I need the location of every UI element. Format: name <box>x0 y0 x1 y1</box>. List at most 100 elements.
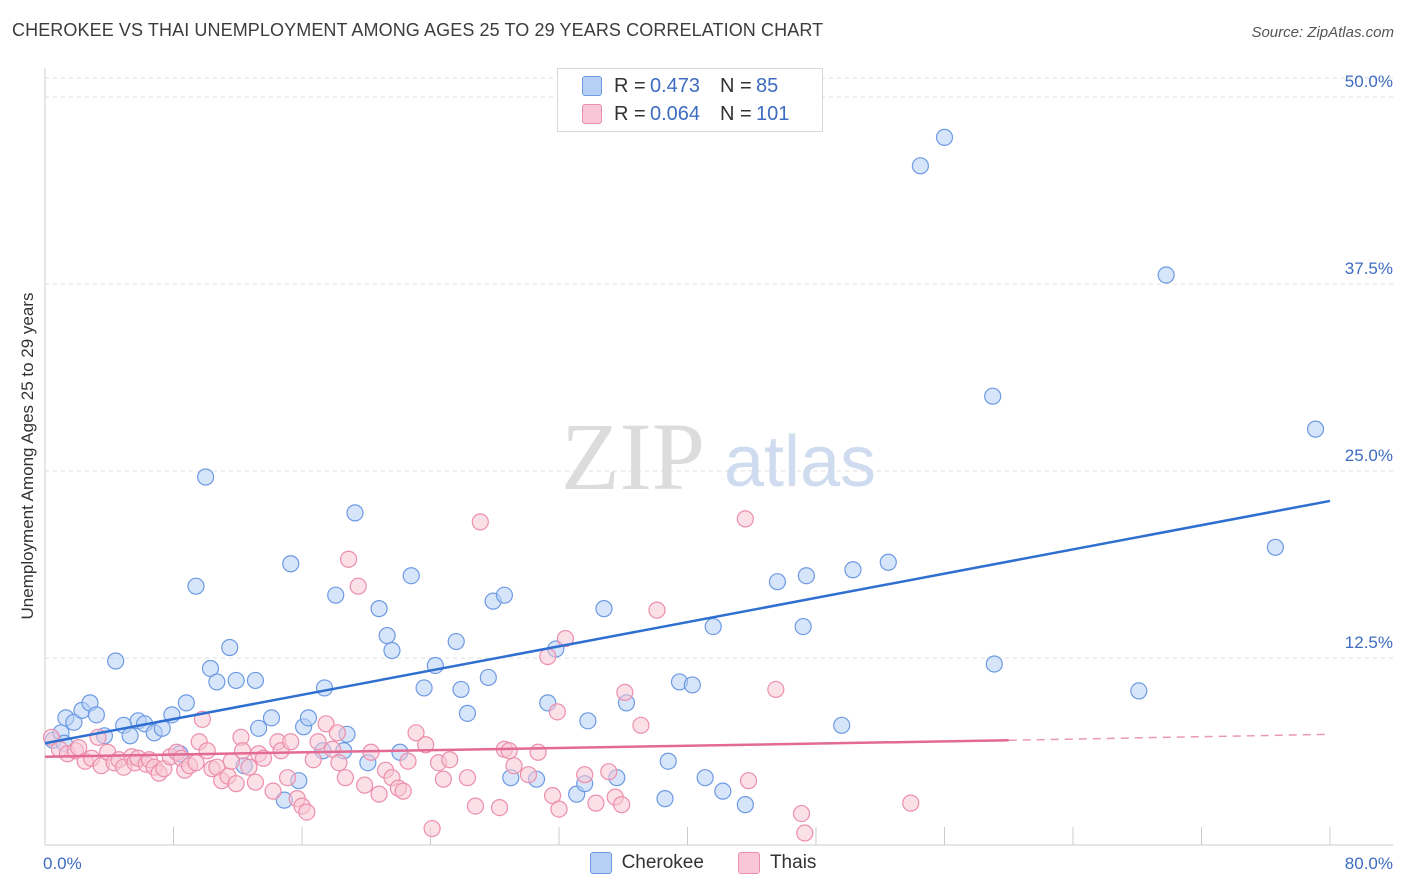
y-tick-label: 25.0% <box>1345 446 1393 465</box>
point-cherokee <box>911 157 930 175</box>
point-cherokee <box>984 387 1002 405</box>
point-cherokee <box>250 719 268 737</box>
y-tick-label: 37.5% <box>1345 259 1393 278</box>
point-cherokee <box>794 617 812 636</box>
legend-r-value: 0.064 <box>650 102 701 125</box>
point-cherokee <box>659 752 677 770</box>
series-label-thais: Thais <box>769 852 817 873</box>
point-thais <box>550 800 568 818</box>
point-thais <box>471 513 489 531</box>
point-thais <box>434 770 452 788</box>
point-thais <box>309 733 327 751</box>
point-cherokee <box>315 679 334 697</box>
point-thais <box>246 773 265 791</box>
point-cherokee <box>415 679 433 697</box>
point-thais <box>233 742 252 760</box>
point-thais <box>796 824 814 842</box>
point-thais <box>240 758 258 776</box>
point-cherokee <box>879 553 897 571</box>
point-thais <box>304 751 322 769</box>
point-cherokee <box>495 586 513 604</box>
point-cherokee <box>458 704 477 722</box>
legend-r-value: 0.473 <box>650 74 701 97</box>
point-thais <box>539 647 557 666</box>
trend-layer <box>44 499 1331 758</box>
y-tick-label: 12.5% <box>1345 633 1393 652</box>
point-cherokee <box>107 652 125 670</box>
point-thais <box>736 510 754 528</box>
point-cherokee <box>246 671 265 690</box>
point-thais <box>317 715 335 733</box>
point-thais <box>529 743 547 761</box>
point-cherokee <box>714 782 732 800</box>
legend-swatch-cherokee <box>582 76 602 96</box>
legend-r-label: R = <box>614 74 646 97</box>
point-cherokee <box>327 586 345 604</box>
series-legend-cherokee[interactable]: Cherokee <box>589 852 704 874</box>
point-cherokee <box>452 680 470 699</box>
point-thais <box>490 798 509 817</box>
point-cherokee <box>370 600 388 618</box>
point-cherokee <box>704 617 722 636</box>
point-cherokee <box>1157 266 1175 284</box>
point-thais <box>394 782 412 800</box>
point-cherokee <box>736 796 754 814</box>
point-cherokee <box>197 468 215 486</box>
series-legend-thais[interactable]: Thais <box>737 852 817 874</box>
point-thais <box>336 769 354 787</box>
point-cherokee <box>844 561 862 579</box>
point-thais <box>278 769 297 787</box>
grid-layer <box>45 77 1393 659</box>
point-thais <box>423 819 441 838</box>
legend-row-cherokee: R = 0.473 N = 85 <box>582 73 778 99</box>
point-cherokee <box>595 600 613 618</box>
point-thais <box>441 751 459 769</box>
series-swatch-cherokee <box>589 852 612 874</box>
point-cherokee <box>402 567 420 585</box>
point-thais <box>548 703 566 721</box>
x-tick-label-max: 80.0% <box>1345 854 1393 873</box>
point-thais <box>198 742 216 760</box>
legend-row-thais: R = 0.064 N = 101 <box>582 101 789 127</box>
point-thais <box>330 754 348 772</box>
point-cherokee <box>1130 682 1148 700</box>
point-thais <box>298 803 316 821</box>
y-tick-label: 50.0% <box>1345 72 1393 91</box>
legend-r-label: R = <box>614 102 646 125</box>
trend-line-thais <box>44 739 1009 758</box>
correlation-legend: R = 0.473 N = 85 R = 0.064 N = 101 <box>557 68 823 132</box>
point-thais <box>466 797 485 815</box>
point-cherokee <box>346 504 364 522</box>
point-thais <box>505 757 523 775</box>
point-thais <box>739 772 758 790</box>
point-cherokee <box>768 573 787 591</box>
point-cherokee <box>383 641 401 660</box>
point-thais <box>648 601 666 619</box>
point-thais <box>328 724 346 742</box>
point-thais <box>500 742 518 760</box>
point-thais <box>399 752 417 770</box>
chart-title: CHEROKEE VS THAI UNEMPLOYMENT AMONG AGES… <box>12 20 824 40</box>
point-thais <box>767 680 785 699</box>
point-cherokee <box>1266 538 1284 556</box>
point-cherokee <box>579 712 597 730</box>
point-cherokee <box>985 655 1003 673</box>
point-cherokee <box>221 638 239 657</box>
point-thais <box>902 794 920 812</box>
point-cherokee <box>282 555 300 573</box>
series-label-cherokee: Cherokee <box>621 852 704 873</box>
point-thais <box>616 683 634 702</box>
point-thais <box>458 769 477 787</box>
point-cherokee <box>447 632 465 651</box>
trend-line-cherokee <box>44 499 1331 745</box>
point-thais <box>792 804 811 823</box>
point-cherokee <box>479 668 497 687</box>
point-cherokee <box>87 706 106 724</box>
point-cherokee <box>299 709 318 727</box>
point-cherokee <box>696 769 714 787</box>
point-thais <box>356 776 374 794</box>
point-thais <box>282 733 300 751</box>
watermark-zip: ZIP <box>561 403 705 510</box>
point-thais <box>227 775 245 793</box>
